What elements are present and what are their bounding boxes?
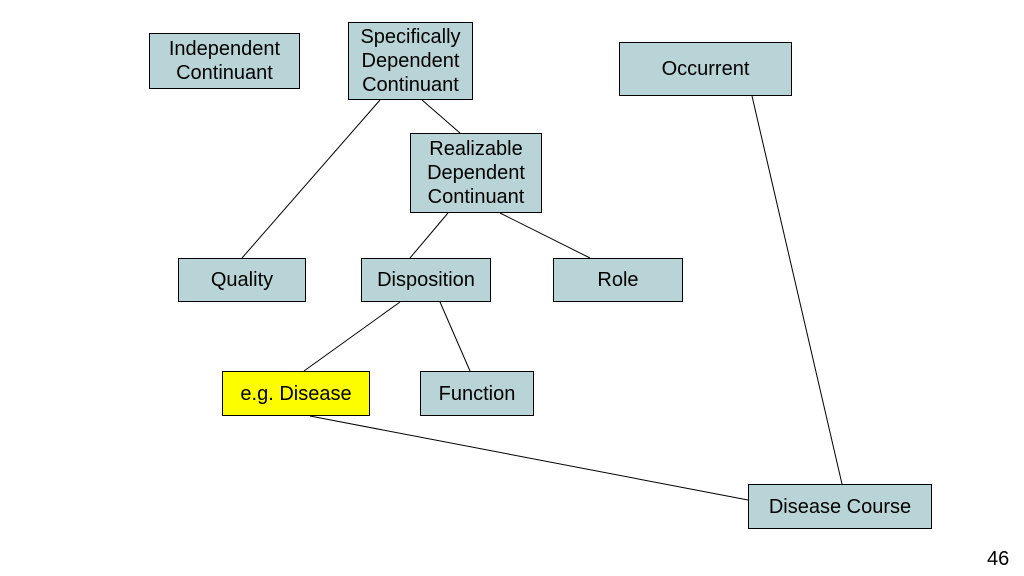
node-quality: Quality (178, 258, 306, 302)
node-role: Role (553, 258, 683, 302)
node-disposition: Disposition (361, 258, 491, 302)
node-rdc: Realizable Dependent Continuant (410, 133, 542, 213)
node-course: Disease Course (748, 484, 932, 529)
node-function: Function (420, 371, 534, 416)
page-number: 46 (987, 548, 1009, 571)
node-disease: e.g. Disease (222, 371, 370, 416)
node-sdc: Specifically Dependent Continuant (348, 22, 473, 100)
node-independent: Independent Continuant (149, 33, 300, 89)
node-occurrent: Occurrent (619, 42, 792, 96)
